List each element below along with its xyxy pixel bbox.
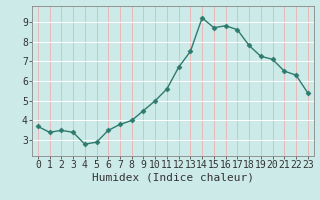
X-axis label: Humidex (Indice chaleur): Humidex (Indice chaleur): [92, 173, 254, 183]
